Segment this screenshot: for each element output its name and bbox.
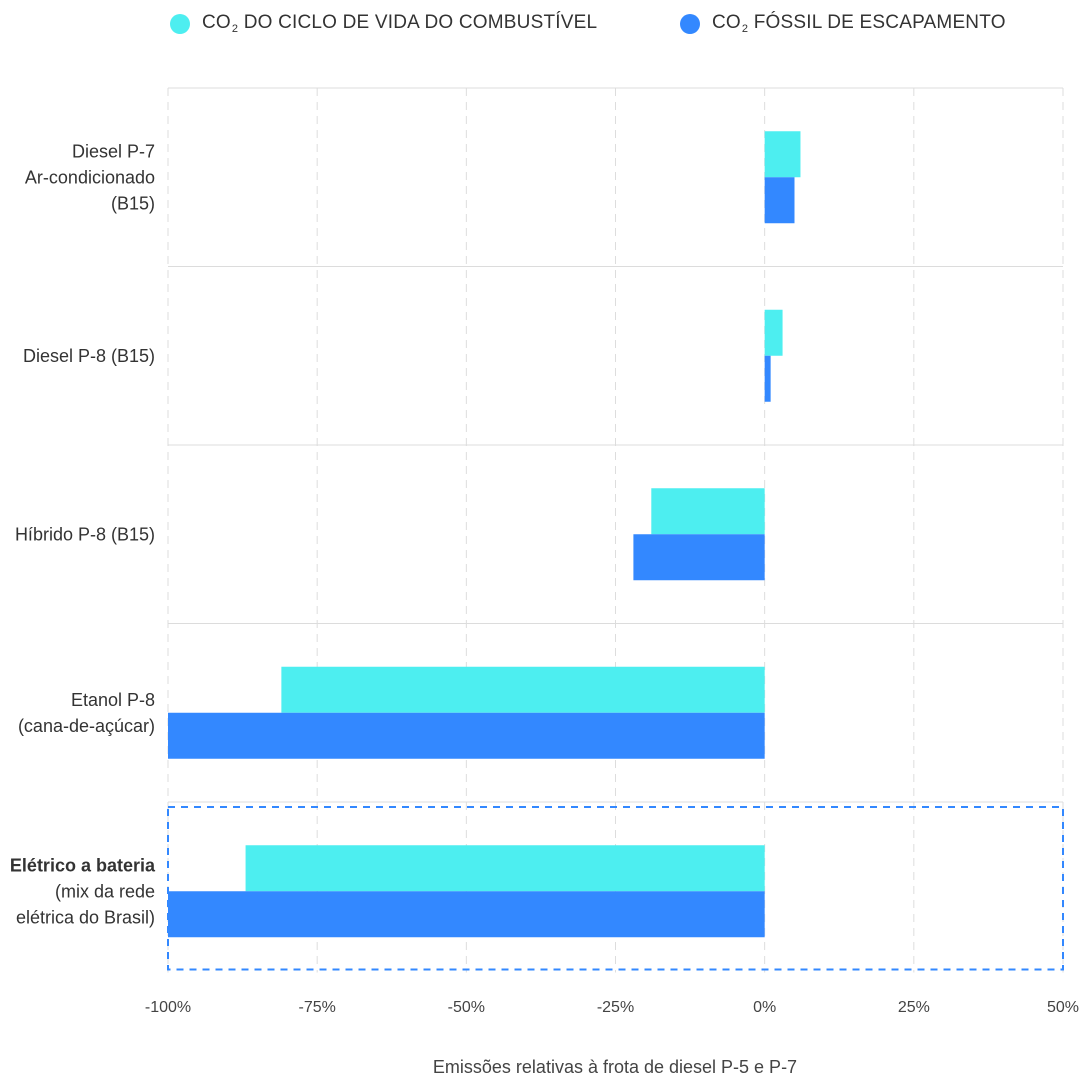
x-tick-label-1: -75% <box>298 999 335 1016</box>
bar-lifecycle-2 <box>651 488 765 535</box>
x-tick-label-0: -100% <box>145 999 191 1016</box>
legend-label-lifecycle: CO2 DO CICLO DE VIDA DO COMBUSTÍVEL <box>202 12 598 35</box>
bar-tailpipe-3 <box>168 712 765 759</box>
legend-swatch-tailpipe <box>680 13 700 34</box>
category-label-4-0: Elétrico a bateria <box>10 855 156 875</box>
highlight-box <box>167 806 1064 971</box>
category-label-2-0: Híbrido P-8 (B15) <box>15 524 155 544</box>
bar-lifecycle-4 <box>245 845 765 892</box>
bar-tailpipe-1 <box>764 355 771 402</box>
category-label-0-2: (B15) <box>111 193 155 213</box>
legend-item-lifecycle: CO2 DO CICLO DE VIDA DO COMBUSTÍVEL <box>170 12 597 35</box>
x-axis-title: Emissões relativas à frota de diesel P-5… <box>433 1057 797 1077</box>
category-label-3-1: (cana-de-açúcar) <box>18 716 155 736</box>
x-tick-label-4: 0% <box>753 999 776 1016</box>
x-tick-label-5: 25% <box>898 999 930 1016</box>
bar-tailpipe-2 <box>633 534 765 581</box>
bar-lifecycle-3 <box>281 666 765 713</box>
x-tick-label-3: -25% <box>597 999 634 1016</box>
bar-lifecycle-1 <box>764 309 783 356</box>
bar-lifecycle-0 <box>764 131 801 178</box>
x-tick-label-2: -50% <box>448 999 485 1016</box>
category-label-4-1: (mix da rede <box>55 881 155 901</box>
bar-tailpipe-0 <box>764 177 795 224</box>
category-label-0-1: Ar-condicionado <box>25 167 155 187</box>
bar-tailpipe-4 <box>168 891 765 938</box>
category-label-4-2: elétrica do Brasil) <box>16 907 155 927</box>
category-label-3-0: Etanol P-8 <box>71 690 155 710</box>
legend-swatch-lifecycle <box>170 13 190 34</box>
category-label-1-0: Diesel P-8 (B15) <box>23 346 155 366</box>
legend: CO2 DO CICLO DE VIDA DO COMBUSTÍVEL CO2 … <box>0 12 1081 42</box>
category-label-0-0: Diesel P-7 <box>72 141 155 161</box>
x-tick-label-6: 50% <box>1047 999 1079 1016</box>
legend-label-tailpipe: CO2 FÓSSIL DE ESCAPAMENTO <box>712 12 1006 35</box>
legend-item-tailpipe: CO2 FÓSSIL DE ESCAPAMENTO <box>680 12 1006 35</box>
